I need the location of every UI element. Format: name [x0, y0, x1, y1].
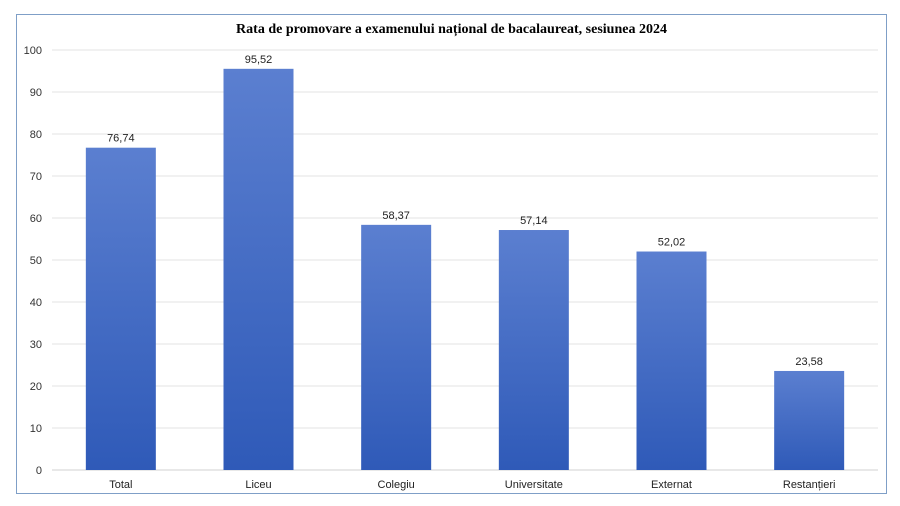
y-tick-label: 90	[30, 87, 42, 99]
chart-title: Rata de promovare a examenului național …	[236, 22, 667, 37]
chart-frame	[16, 14, 887, 494]
y-tick-label: 10	[30, 423, 42, 435]
bars	[85, 68, 845, 470]
y-tick-label: 20	[30, 381, 42, 393]
bar-universitate	[498, 230, 569, 470]
bar-total	[85, 147, 156, 470]
bar-colegiu	[361, 224, 432, 470]
category-label: Colegiu	[378, 479, 415, 491]
data-label: 95,52	[245, 54, 273, 66]
data-label: 23,58	[795, 356, 823, 368]
bar-restanțieri	[774, 370, 845, 470]
bar-liceu	[223, 68, 294, 470]
data-labels: 76,74 95,52 58,37 57,14 52,02 23,58	[107, 54, 823, 368]
category-label: Universitate	[505, 479, 563, 491]
data-label: 52,02	[658, 237, 686, 249]
category-label: Externat	[651, 479, 692, 491]
category-label: Total	[109, 479, 132, 491]
y-axis-ticks: 0 10 20 30 40 50 60 70 80 90 100	[24, 45, 42, 477]
y-tick-label: 60	[30, 213, 42, 225]
category-label: Liceu	[245, 479, 271, 491]
y-tick-label: 40	[30, 297, 42, 309]
category-label: Restanțieri	[783, 479, 836, 491]
bar-externat	[636, 251, 707, 470]
data-label: 58,37	[382, 210, 410, 222]
y-tick-label: 100	[24, 45, 42, 57]
data-label: 76,74	[107, 133, 135, 145]
y-tick-label: 70	[30, 171, 42, 183]
gridlines	[52, 49, 878, 471]
y-tick-label: 80	[30, 129, 42, 141]
y-tick-label: 50	[30, 255, 42, 267]
x-axis-categories: Total Liceu Colegiu Universitate Externat Res…	[109, 479, 835, 491]
y-tick-label: 0	[36, 465, 42, 477]
data-label: 57,14	[520, 215, 548, 227]
y-tick-label: 30	[30, 339, 42, 351]
